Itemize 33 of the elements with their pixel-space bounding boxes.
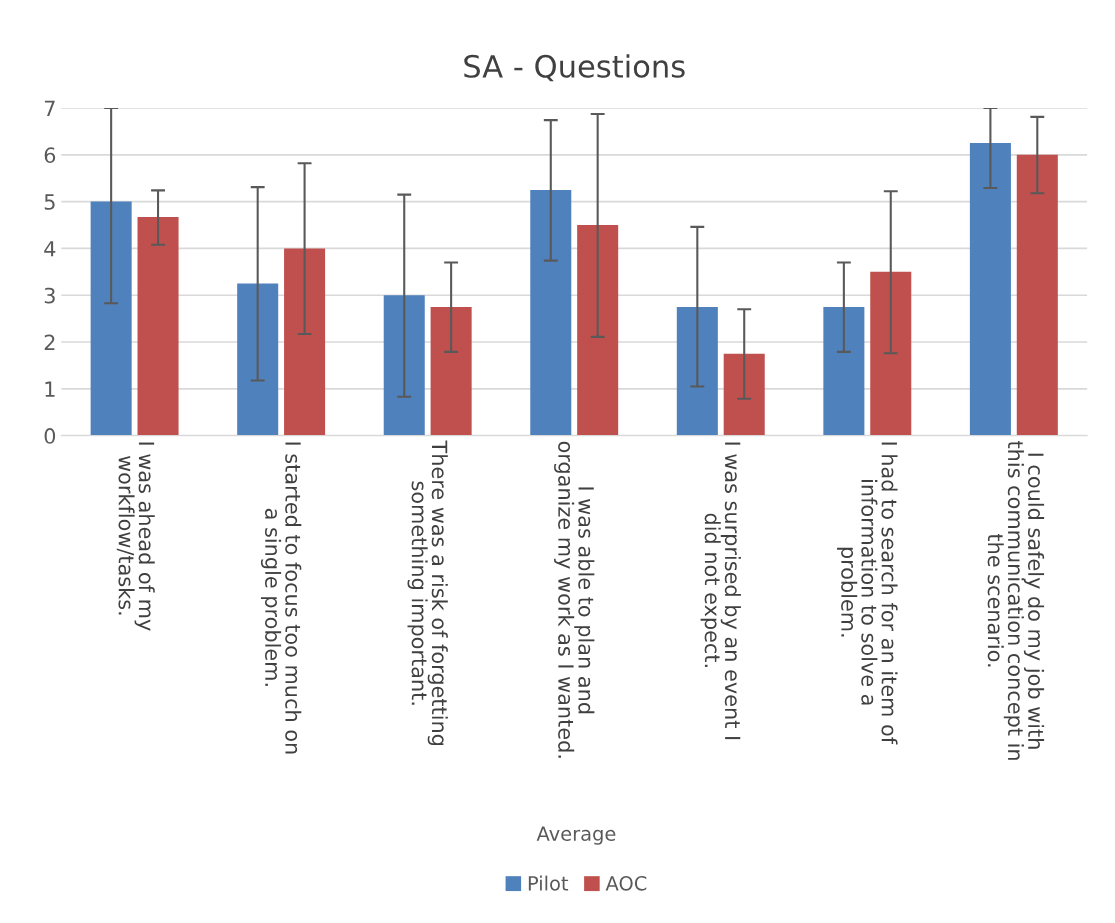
y-tick-label: 2 bbox=[44, 334, 55, 350]
y-tick-label: 0 bbox=[44, 428, 56, 444]
x-tick-label: I started to focus too much on a single problem. bbox=[260, 442, 302, 754]
x-tick-label: I had to search for an item of information to solve a problem. bbox=[837, 442, 898, 745]
bar bbox=[137, 217, 179, 436]
x-axis-title: Average bbox=[536, 826, 616, 845]
x-tick-label: There was a risk of forgetting something important. bbox=[407, 440, 448, 746]
bar bbox=[870, 271, 912, 436]
y-tick-label: 3 bbox=[44, 287, 55, 304]
bar bbox=[237, 283, 279, 436]
legend-label: AOC bbox=[605, 875, 647, 891]
bar bbox=[383, 295, 425, 436]
bar bbox=[284, 248, 326, 436]
bar bbox=[1016, 154, 1058, 436]
chart-title: SA - Questions bbox=[464, 54, 685, 82]
bar bbox=[676, 306, 718, 436]
bar bbox=[577, 225, 619, 436]
y-tick-label: 6 bbox=[44, 147, 56, 164]
y-tick-label: 7 bbox=[44, 100, 55, 116]
bar bbox=[530, 189, 572, 436]
y-tick-label: 5 bbox=[44, 194, 55, 210]
bar bbox=[430, 306, 472, 436]
bar bbox=[969, 143, 1011, 436]
x-tick-label: I was ahead of my workflow/tasks. bbox=[116, 442, 155, 631]
y-tick-label: 4 bbox=[44, 241, 56, 257]
bar bbox=[823, 306, 865, 436]
legend-label: Pilot bbox=[528, 875, 569, 891]
bar bbox=[90, 201, 132, 436]
bar bbox=[723, 353, 765, 436]
x-tick-label: I was surprised by an event I did not expect. bbox=[700, 442, 741, 740]
x-tick-label: I was able to plan and organize my work as I wanted. bbox=[554, 441, 595, 758]
x-tick-label: I could safely do my job with this communication concept in the scenario. bbox=[987, 441, 1045, 760]
y-tick-label: 1 bbox=[45, 381, 55, 397]
